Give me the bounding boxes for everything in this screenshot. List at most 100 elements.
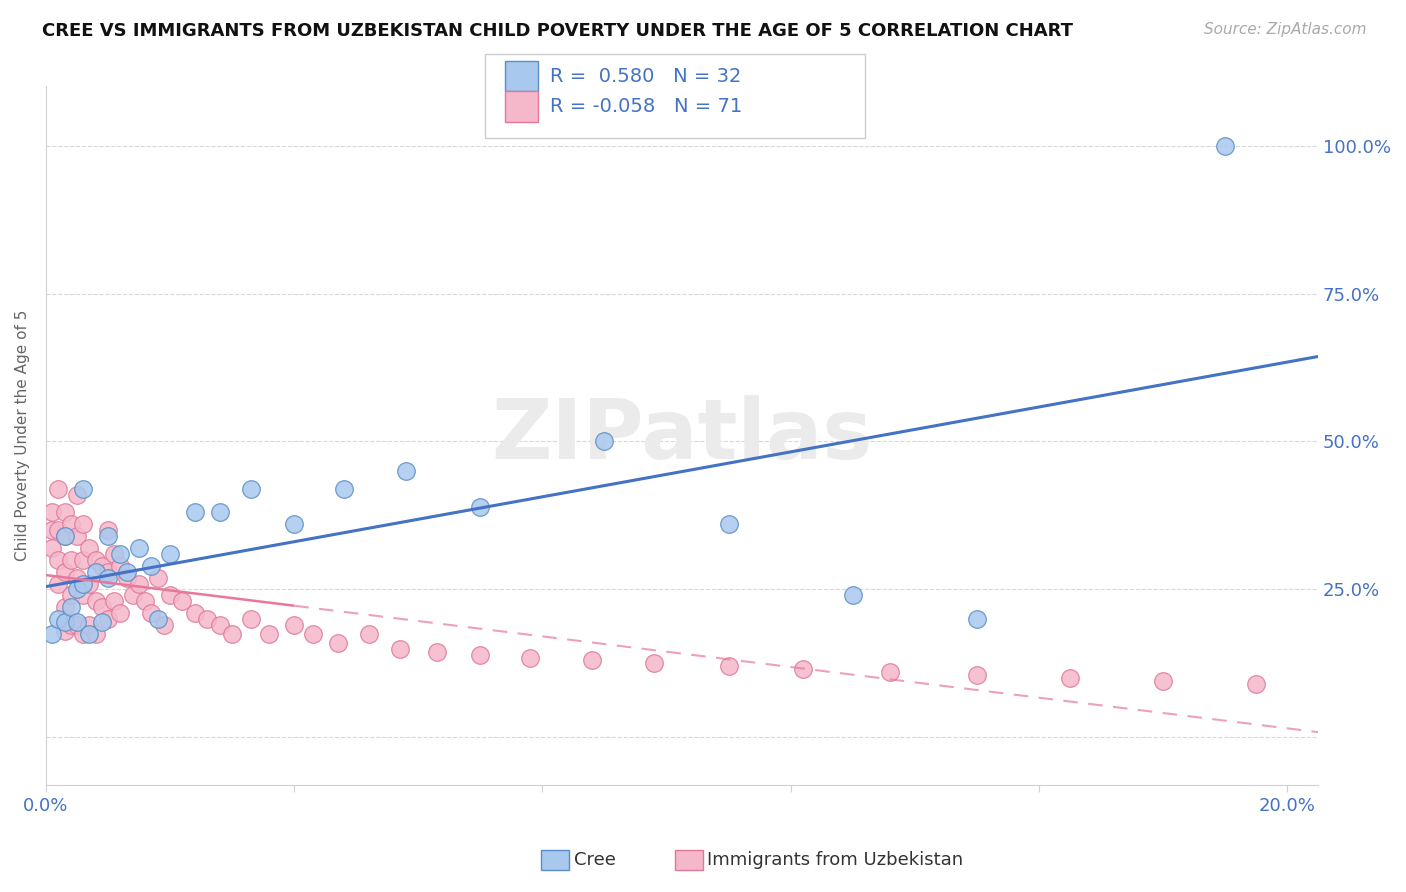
Point [283, 517, 305, 532]
Point [717, 659, 740, 673]
Point [84, 594, 107, 608]
Text: Source: ZipAtlas.com: Source: ZipAtlas.com [1204, 22, 1367, 37]
Point [128, 541, 150, 555]
Text: CREE VS IMMIGRANTS FROM UZBEKISTAN CHILD POVERTY UNDER THE AGE OF 5 CORRELATION : CREE VS IMMIGRANTS FROM UZBEKISTAN CHILD… [42, 22, 1073, 40]
Point [879, 665, 901, 680]
Point [159, 588, 181, 602]
Point [53, 624, 76, 638]
Text: Cree: Cree [574, 851, 616, 869]
Point [115, 571, 138, 585]
Point [41, 627, 63, 641]
Point [53, 565, 76, 579]
Point [72, 553, 94, 567]
Point [84, 565, 107, 579]
Point [53, 506, 76, 520]
Point [792, 662, 814, 676]
Point [643, 657, 665, 671]
Point [388, 641, 411, 656]
Point [141, 558, 163, 573]
Point [66, 615, 89, 629]
Point [90, 600, 112, 615]
Point [426, 644, 449, 658]
Point [283, 618, 305, 632]
Text: R =  0.580   N = 32: R = 0.580 N = 32 [550, 67, 741, 86]
Point [59, 553, 82, 567]
Point [1213, 138, 1236, 153]
Point [153, 618, 176, 632]
Point [519, 650, 541, 665]
Point [48, 576, 70, 591]
Point [259, 627, 281, 641]
Point [239, 482, 262, 496]
Point [41, 523, 63, 537]
Point [79, 576, 101, 591]
Point [53, 529, 76, 543]
Point [301, 627, 323, 641]
Point [97, 529, 120, 543]
Point [208, 506, 231, 520]
Point [72, 482, 94, 496]
Point [208, 618, 231, 632]
Point [1152, 674, 1174, 689]
Point [395, 464, 418, 478]
Point [97, 565, 120, 579]
Point [66, 582, 89, 597]
Text: R = -0.058   N = 71: R = -0.058 N = 71 [550, 97, 742, 116]
Text: ZIPatlas: ZIPatlas [492, 395, 873, 476]
Point [239, 612, 262, 626]
Point [72, 517, 94, 532]
Point [146, 612, 169, 626]
Point [66, 488, 89, 502]
Point [79, 618, 101, 632]
Point [121, 588, 143, 602]
Point [841, 588, 863, 602]
Point [59, 618, 82, 632]
Point [48, 523, 70, 537]
Point [66, 618, 89, 632]
Point [97, 523, 120, 537]
Point [66, 571, 89, 585]
Point [110, 547, 132, 561]
Point [159, 547, 181, 561]
Point [79, 627, 101, 641]
Point [581, 653, 603, 667]
Point [184, 506, 207, 520]
Point [146, 571, 169, 585]
Point [593, 434, 616, 449]
Point [333, 482, 356, 496]
Point [172, 594, 194, 608]
Point [326, 636, 349, 650]
Point [41, 541, 63, 555]
Point [90, 615, 112, 629]
Point [128, 576, 150, 591]
Point [470, 500, 492, 514]
Point [966, 612, 988, 626]
Point [357, 627, 380, 641]
Point [103, 594, 125, 608]
Text: Immigrants from Uzbekistan: Immigrants from Uzbekistan [707, 851, 963, 869]
Point [184, 606, 207, 620]
Point [48, 553, 70, 567]
Point [53, 615, 76, 629]
Point [717, 517, 740, 532]
Point [115, 565, 138, 579]
Point [97, 571, 120, 585]
Point [48, 612, 70, 626]
Point [470, 648, 492, 662]
Point [221, 627, 243, 641]
Y-axis label: Child Poverty Under the Age of 5: Child Poverty Under the Age of 5 [15, 310, 30, 561]
Point [59, 517, 82, 532]
Point [79, 541, 101, 555]
Point [53, 600, 76, 615]
Point [110, 558, 132, 573]
Point [134, 594, 156, 608]
Point [59, 600, 82, 615]
Point [110, 606, 132, 620]
Point [84, 553, 107, 567]
Point [72, 627, 94, 641]
Point [103, 547, 125, 561]
Point [72, 588, 94, 602]
Point [66, 529, 89, 543]
Point [72, 576, 94, 591]
Point [1244, 677, 1267, 691]
